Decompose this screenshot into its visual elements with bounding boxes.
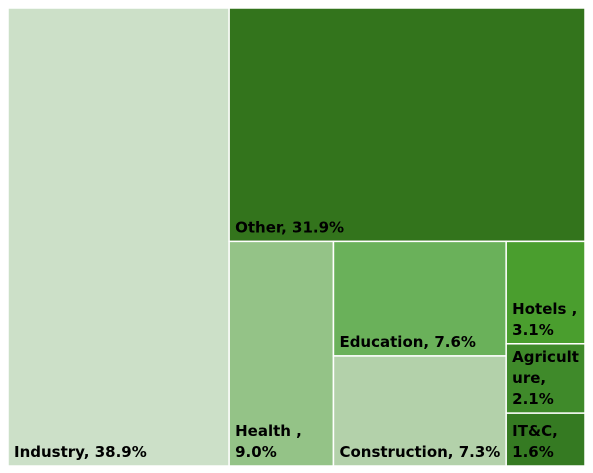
tile	[505, 412, 586, 467]
tile-label: 3.1%	[512, 321, 554, 339]
tile-label: Construction, 7.3%	[339, 443, 500, 461]
tile-label: Other, 31.9%	[235, 218, 344, 236]
tile	[7, 7, 230, 467]
tile	[228, 240, 335, 467]
tile-label: Agricult	[512, 348, 579, 366]
tile-label: 2.1%	[512, 390, 554, 408]
tile-label: Health ,	[235, 422, 302, 440]
tile-label: IT&C,	[512, 422, 558, 440]
tile	[228, 7, 586, 243]
tile	[332, 355, 507, 467]
tile-label: 9.0%	[235, 443, 277, 461]
tile-label: 1.6%	[512, 443, 554, 461]
tile-label: Education, 7.6%	[339, 333, 476, 351]
tile-label: Industry, 38.9%	[14, 443, 147, 461]
tile	[505, 240, 586, 345]
tile-label: ure,	[512, 369, 546, 387]
tile-label: Hotels ,	[512, 300, 577, 318]
tile	[332, 240, 507, 357]
